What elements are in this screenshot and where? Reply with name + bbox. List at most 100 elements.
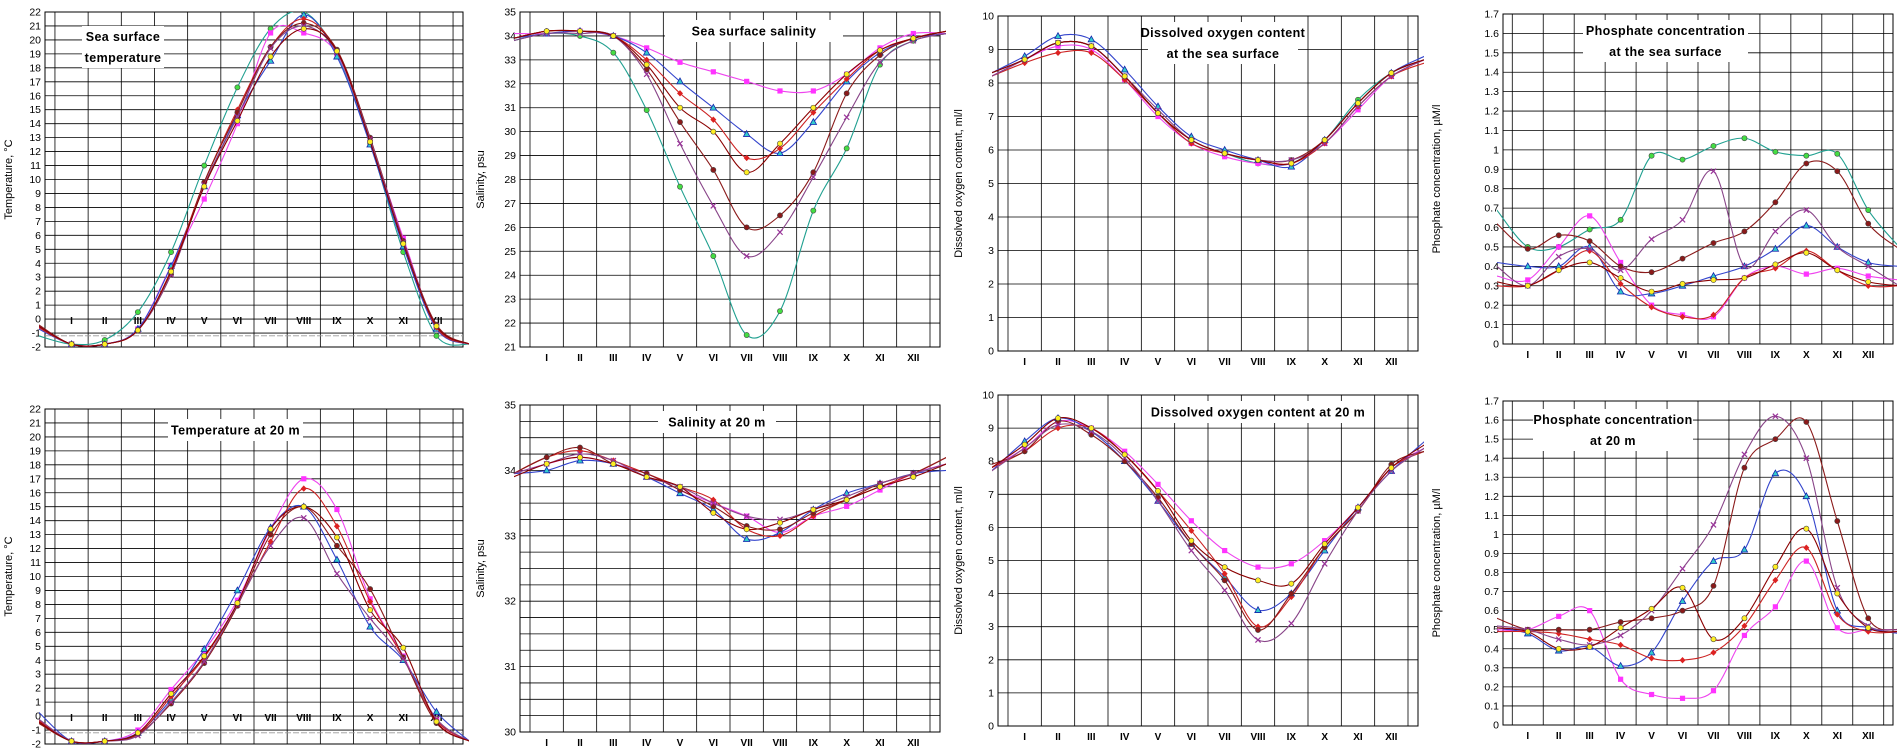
x-tick-label: VI bbox=[1678, 731, 1688, 742]
y-tick-label: 5 bbox=[35, 641, 41, 653]
data-point bbox=[300, 15, 307, 23]
x-tick-label: VI bbox=[1187, 732, 1197, 743]
data-point bbox=[433, 323, 440, 329]
data-point bbox=[1616, 661, 1625, 669]
data-point bbox=[101, 738, 108, 744]
data-point bbox=[1188, 547, 1195, 554]
x-tick-label: I bbox=[70, 316, 73, 327]
y-tick-label: 0.9 bbox=[1484, 548, 1499, 560]
y-tick-label: 1.7 bbox=[1484, 396, 1499, 408]
chart-sea-surface-temperature: -2-1012345678910111213141516171819202122… bbox=[3, 7, 469, 354]
data-point bbox=[910, 30, 916, 37]
x-tick-label: IV bbox=[642, 353, 652, 364]
x-tick-label: IX bbox=[332, 316, 342, 327]
data-point bbox=[367, 598, 374, 605]
y-tick-label: 0.3 bbox=[1484, 662, 1499, 674]
data-point bbox=[1088, 46, 1094, 53]
data-point bbox=[742, 129, 751, 137]
x-tick-label: IV bbox=[642, 738, 652, 749]
data-point bbox=[810, 109, 817, 116]
y-tick-label: 21 bbox=[29, 417, 41, 429]
data-point bbox=[1524, 245, 1531, 252]
data-point bbox=[877, 47, 883, 54]
y-tick-label: 16 bbox=[29, 90, 41, 102]
data-point bbox=[1555, 645, 1562, 652]
chart-title-line: Phosphate concentration bbox=[1533, 413, 1692, 427]
y-tick-label: 30 bbox=[504, 727, 516, 739]
data-point bbox=[1710, 277, 1717, 283]
x-tick-label: V bbox=[1648, 731, 1655, 742]
title-background bbox=[1143, 401, 1373, 423]
data-point bbox=[1647, 648, 1656, 656]
y-tick-label: 20 bbox=[29, 431, 41, 443]
data-point bbox=[168, 268, 174, 275]
data-point bbox=[777, 308, 783, 315]
data-point bbox=[333, 523, 340, 530]
data-point bbox=[1834, 150, 1841, 157]
x-tick-label: VI bbox=[709, 738, 719, 749]
data-point bbox=[1121, 73, 1128, 80]
x-tick-label: II bbox=[1556, 731, 1562, 742]
data-point bbox=[201, 196, 207, 202]
data-point bbox=[1120, 65, 1129, 73]
y-tick-label: 0.2 bbox=[1484, 300, 1499, 312]
y-tick-label: 32 bbox=[504, 596, 516, 608]
data-point bbox=[1221, 150, 1228, 157]
grid bbox=[1503, 400, 1893, 726]
y-tick-label: 18 bbox=[29, 62, 41, 74]
data-point bbox=[743, 332, 750, 338]
data-point bbox=[643, 474, 650, 480]
y-tick-label: 5 bbox=[988, 555, 994, 567]
y-tick-label: 34 bbox=[504, 465, 516, 477]
data-point bbox=[1618, 676, 1624, 682]
title-background bbox=[658, 411, 776, 433]
x-tick-label: X bbox=[1803, 731, 1810, 742]
data-point bbox=[1088, 49, 1095, 57]
data-point bbox=[642, 48, 651, 56]
y-tick-label: 11 bbox=[30, 160, 41, 172]
data-point bbox=[1679, 584, 1686, 591]
chart-title: Temperature at 20 m bbox=[168, 419, 303, 441]
x-tick-label: IV bbox=[1120, 357, 1130, 368]
chart-title: Sea surface temperature bbox=[82, 26, 164, 68]
title-background bbox=[1148, 22, 1298, 64]
y-tick-label: 7 bbox=[35, 613, 41, 625]
data-point bbox=[1803, 152, 1810, 159]
x-tick-label: XI bbox=[1353, 732, 1363, 743]
y-tick-label: 0.8 bbox=[1484, 183, 1499, 195]
data-point bbox=[876, 59, 884, 66]
y-tick-label: 10 bbox=[982, 11, 994, 23]
y-axis-label: Phosphate concentration, µM/l bbox=[1431, 489, 1443, 638]
x-tick-label: IX bbox=[1287, 732, 1297, 743]
data-point bbox=[1710, 688, 1717, 694]
x-tick-label: II bbox=[102, 316, 108, 327]
y-tick-labels: 0 0.1 0.2 0.3 0.4 0.5 0.6 0.7 0.8 0.9 1 1.1 1.2 1.3 1.… bbox=[1484, 396, 1499, 732]
x-tick-label: X bbox=[843, 738, 850, 749]
data-point bbox=[1679, 216, 1686, 223]
series-group bbox=[514, 444, 946, 542]
y-tick-label: 1.2 bbox=[1484, 491, 1499, 503]
y-tick-label: 4 bbox=[35, 655, 41, 667]
data-point bbox=[777, 88, 783, 94]
x-tick-label: XII bbox=[907, 353, 919, 364]
data-point bbox=[1772, 261, 1779, 268]
y-tick-label: 2 bbox=[988, 654, 994, 666]
x-tick-label: III bbox=[1087, 732, 1096, 743]
y-tick-label: 0 bbox=[1493, 339, 1499, 351]
data-point bbox=[1679, 255, 1686, 262]
y-tick-label: 0.7 bbox=[1484, 586, 1499, 598]
data-point bbox=[777, 526, 783, 533]
y-tick-labels: 0 1 2 3 4 5 6 7 8 9 10 bbox=[982, 390, 994, 733]
x-tick-label: III bbox=[134, 316, 143, 327]
data-point bbox=[1834, 168, 1841, 175]
data-point bbox=[810, 207, 817, 214]
x-tick-label: X bbox=[1321, 357, 1328, 368]
data-point bbox=[643, 56, 650, 64]
data-point bbox=[1648, 615, 1655, 622]
data-point bbox=[743, 526, 750, 533]
x-tick-label: X bbox=[367, 316, 374, 327]
data-point bbox=[710, 128, 717, 135]
